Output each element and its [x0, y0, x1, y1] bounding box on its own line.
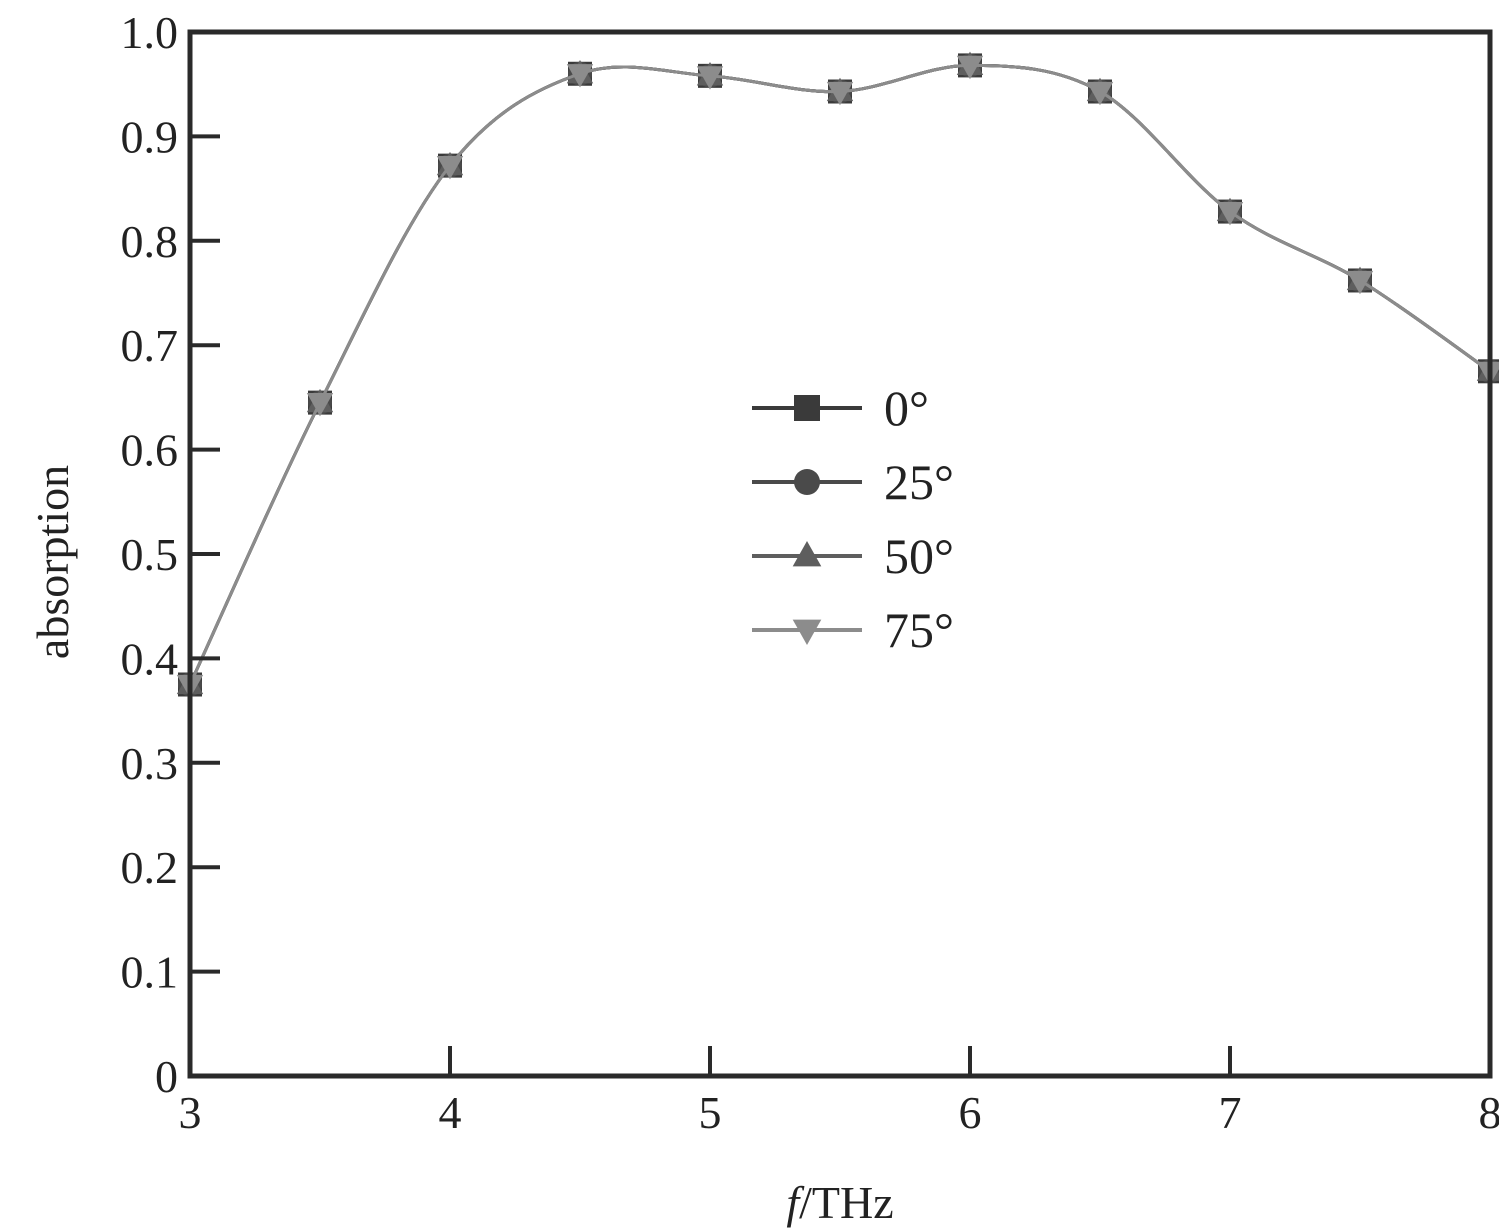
- y-tick-label: 1.0: [121, 7, 179, 58]
- series-line: [188, 63, 1491, 686]
- legend-marker: [794, 395, 820, 421]
- data-point: [696, 66, 724, 90]
- y-tick-label: 0.5: [121, 529, 179, 580]
- x-tick-label: 8: [1479, 1087, 1499, 1138]
- data-point: [1346, 270, 1374, 295]
- series-0: [178, 53, 1499, 697]
- legend-label: 50°: [884, 528, 954, 584]
- series-3: [176, 55, 1499, 699]
- legend-label: 75°: [884, 602, 954, 658]
- legend-marker: [792, 541, 822, 567]
- data-point: [566, 64, 594, 88]
- x-tick-label: 5: [699, 1087, 722, 1138]
- series-1: [178, 53, 1499, 697]
- series-line: [188, 63, 1491, 686]
- legend: 0° 25° 50° 75°: [752, 380, 954, 658]
- series-line: [188, 63, 1491, 686]
- data-point: [1086, 81, 1114, 106]
- y-tick-label: 0.4: [121, 633, 179, 684]
- y-axis-title: absorption: [27, 465, 78, 659]
- y-tick-label: 0.2: [121, 842, 179, 893]
- x-tick-label: 3: [179, 1087, 202, 1138]
- data-point: [1216, 201, 1244, 226]
- series-line: [188, 63, 1491, 686]
- data-point: [306, 393, 334, 417]
- x-tick-label: 7: [1219, 1087, 1242, 1138]
- legend-label: 0°: [884, 380, 929, 436]
- x-tick-label: 4: [439, 1087, 462, 1138]
- data-point: [826, 81, 854, 106]
- legend-label: 25°: [884, 454, 954, 510]
- x-axis-title: f/THz: [786, 1177, 893, 1228]
- legend-marker: [792, 619, 822, 645]
- data-point: [956, 55, 984, 80]
- x-axis-title-unit: /THz: [799, 1177, 894, 1228]
- y-tick-label: 0.3: [121, 738, 179, 789]
- x-tick-label: 6: [959, 1087, 982, 1138]
- y-tick-label: 0.9: [121, 111, 179, 162]
- series-layer: [176, 51, 1499, 699]
- series-2: [176, 51, 1499, 695]
- y-tick-label: 0.8: [121, 216, 179, 267]
- y-tick-label: 0.6: [121, 425, 179, 476]
- legend-marker: [794, 469, 820, 495]
- ticks-layer: 0 0.1 0.2 0.3 0.4 0.5 0.6 0.7 0.8 0.9 1.0 3 4 5 6 7 8: [121, 7, 1499, 1138]
- y-tick-label: 0.7: [121, 320, 179, 371]
- data-point: [436, 156, 464, 180]
- y-tick-label: 0.1: [121, 947, 179, 998]
- y-tick-label: 0: [155, 1051, 178, 1102]
